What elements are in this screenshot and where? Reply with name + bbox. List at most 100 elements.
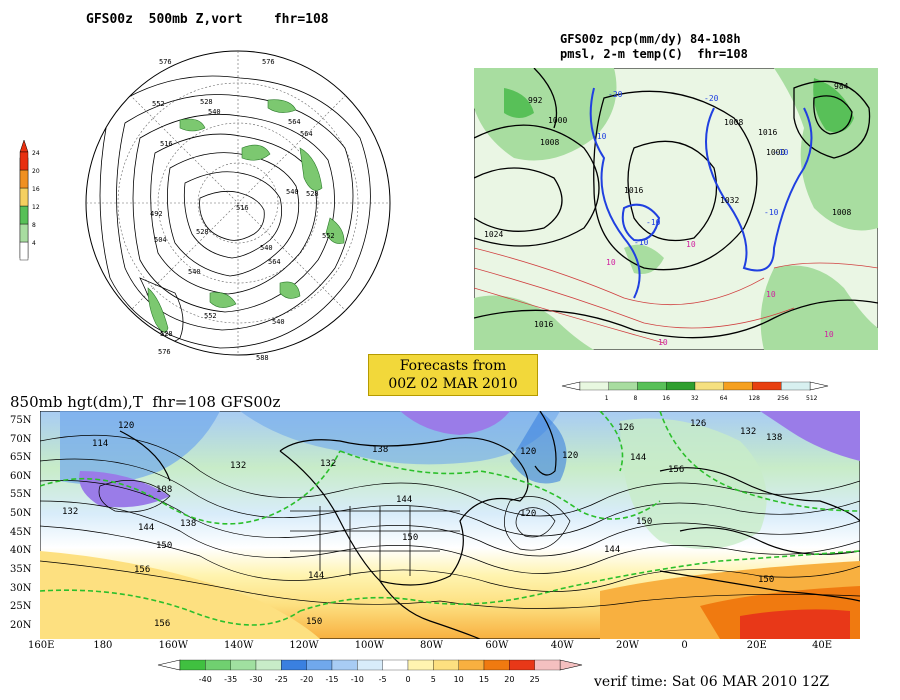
height-label: 132	[62, 507, 79, 517]
contour-label: 552	[322, 232, 335, 240]
lon-label: 60W	[485, 640, 509, 651]
banner-line1: Forecasts from	[399, 358, 507, 374]
scale-tick: 25	[530, 675, 540, 684]
scale-tick: 16	[662, 395, 670, 402]
scale-tick: -35	[224, 675, 237, 684]
lon-label: 20E	[746, 640, 767, 651]
height-label: 150	[636, 517, 653, 527]
polar-vort-scale: 4 8 12 16 20 24	[19, 140, 40, 261]
temp-label: -10	[774, 148, 789, 157]
height-label: 150	[156, 541, 173, 551]
scale-tick: 8	[32, 222, 36, 229]
contour-label: 528	[196, 228, 209, 236]
scale-swatch	[281, 659, 307, 671]
polar-500mb-map	[19, 50, 391, 356]
scale-swatch	[382, 659, 409, 671]
lon-axis: 160E 180 160W 140W 120W 100W 80W 60W 40W 20W 0 20E 4…	[0, 640, 900, 654]
contour-label: 540	[260, 244, 273, 252]
lat-label: 65N	[10, 452, 32, 464]
scale-swatch	[608, 381, 638, 391]
height-label: 156	[154, 619, 171, 629]
pcp-title-line1: GFS00z pcp(mm/dy) 84-108h	[560, 32, 741, 46]
scale-tick: 20	[504, 675, 514, 684]
height-label: 144	[604, 545, 621, 555]
map850-title: 850mb hgt(dm),T fhr=108 GFS00z	[10, 393, 281, 411]
scale-tick: 4	[32, 240, 36, 247]
scale-tick: -25	[275, 675, 288, 684]
lat-label: 30N	[10, 582, 32, 594]
lat-label: 60N	[10, 470, 32, 482]
scale-swatch	[205, 659, 231, 671]
scale-tick: 128	[749, 395, 761, 402]
contour-label: 564	[268, 258, 281, 266]
scale-tick: -40	[199, 675, 212, 684]
contour-label: 540	[208, 108, 221, 116]
forecast-banner: Forecasts from 00Z 02 MAR 2010	[368, 354, 538, 396]
scale-tick: 5	[431, 675, 436, 684]
scale-swatch	[179, 659, 206, 671]
height-label: 144	[308, 571, 325, 581]
height-label: 120	[562, 451, 579, 461]
scale-swatch	[230, 659, 257, 671]
lon-label: 0	[681, 640, 688, 651]
height-label: 132	[230, 461, 247, 471]
scale-tick: 12	[32, 204, 40, 211]
scale-tick: -10	[351, 675, 364, 684]
polar-contour-labels: 576 576 552 528 540 516 564 564 528 540 …	[0, 0, 440, 400]
height-label: 120	[118, 421, 135, 431]
height-label: 150	[758, 575, 775, 585]
lat-label: 35N	[10, 563, 32, 575]
scale-swatch	[781, 381, 811, 391]
lon-label: 140W	[224, 640, 254, 651]
scale-tick: 256	[777, 395, 789, 402]
scale-tick: -20	[300, 675, 313, 684]
scale-swatch	[534, 659, 561, 671]
pressure-label: 1000	[766, 148, 786, 157]
scale-swatch	[666, 381, 696, 391]
scale-tick: 0	[405, 675, 410, 684]
height-label: 114	[92, 439, 109, 449]
contour-label: 588	[256, 354, 269, 362]
contour-label: 552	[204, 312, 217, 320]
contour-label: 504	[154, 236, 167, 244]
height-label: 120	[520, 509, 537, 519]
contour-label: 540	[286, 188, 299, 196]
temp-label: -10	[764, 208, 779, 217]
contour-label: 564	[288, 118, 301, 126]
lon-label: 160W	[158, 640, 189, 651]
contour-label: 492	[150, 210, 163, 218]
pressure-label: 1000	[548, 116, 568, 125]
height-label: 144	[630, 453, 647, 463]
height-label: 144	[138, 523, 155, 533]
scale-swatch	[752, 381, 782, 391]
scale-tick: 1	[605, 395, 609, 402]
scale-arrow-right	[809, 381, 829, 391]
lat-label: 50N	[10, 508, 32, 520]
lat-axis: 75N 70N 65N 60N 55N 50N 45N 40N 35N 30N 25N 20N	[0, 411, 40, 639]
scale-swatch	[579, 381, 609, 391]
pressure-label: 1008	[832, 208, 852, 217]
lon-label: 40E	[812, 640, 833, 651]
lat-label: 20N	[10, 619, 32, 631]
scale-arrow-left	[561, 381, 581, 391]
pressure-label: 1008	[540, 138, 560, 147]
height-label: 156	[134, 565, 151, 575]
temp-label: 10	[658, 338, 668, 347]
height-label: 120	[520, 447, 537, 457]
temp-label: -10	[634, 238, 649, 247]
contour-label: 516	[236, 204, 249, 212]
temp-label: -10	[592, 132, 607, 141]
temp-scale: -40 -35 -30 -25 -20 -15 -10 -5 0 5 10 15 20 25	[157, 659, 583, 684]
contour-label: 552	[152, 100, 165, 108]
temp-label: 10	[766, 290, 776, 299]
scale-tick: 10	[454, 675, 464, 684]
scale-swatch	[694, 381, 724, 391]
height-label: 132	[740, 427, 757, 437]
lon-label: 120W	[289, 640, 319, 651]
contour-label: 540	[188, 268, 201, 276]
scale-swatch	[357, 659, 383, 671]
temp-label: 10	[606, 258, 616, 267]
lat-label: 45N	[10, 526, 32, 538]
scale-swatch	[509, 659, 535, 671]
scale-tick: -15	[325, 675, 338, 684]
